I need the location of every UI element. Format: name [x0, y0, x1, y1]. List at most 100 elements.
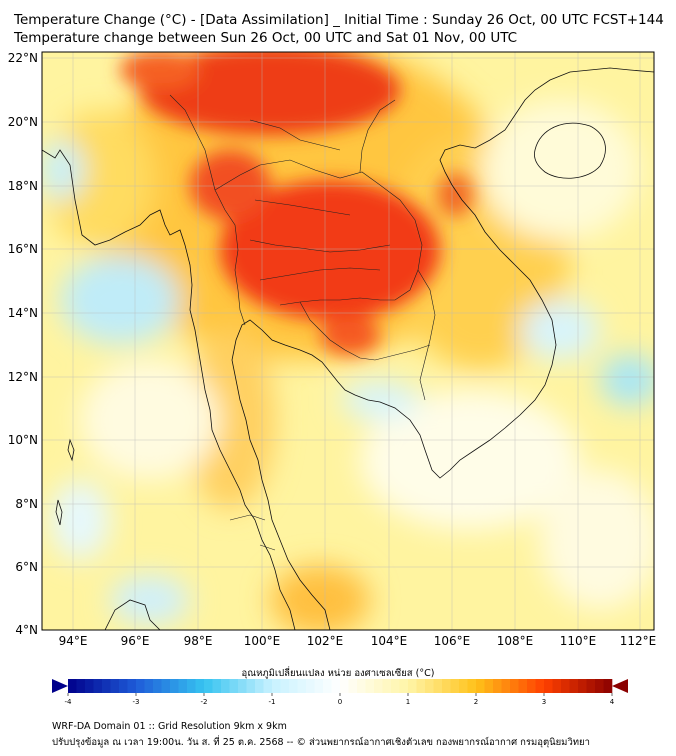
lat-label: 6°N [15, 560, 38, 574]
colorbar-max-arrow [612, 679, 628, 693]
colorbar-cell [544, 679, 553, 693]
colorbar-cell [178, 679, 188, 693]
lat-label: 4°N [15, 623, 38, 637]
colorbar-cell [102, 679, 111, 693]
map-title-line-1: Temperature Change (°C) - [Data Assimila… [14, 12, 664, 28]
colorbar-cell [110, 679, 120, 693]
colorbar-tick-label: 4 [610, 698, 615, 706]
lon-label: 112°E [620, 634, 657, 648]
colorbar-title: อุณหภูมิเปลี่ยนแปลง หน่วย องศาเซลเซียส (… [241, 668, 435, 679]
colorbar-cell [272, 679, 281, 693]
colorbar-cell [238, 679, 247, 693]
colorbar-cell [314, 679, 324, 693]
colorbar-cell [297, 679, 307, 693]
colorbar-cell [289, 679, 298, 693]
colorbar-cell [136, 679, 145, 693]
lon-label: 108°E [497, 634, 534, 648]
colorbar-cell [255, 679, 264, 693]
colorbar-cell [408, 679, 417, 693]
colorbar-cells [68, 679, 613, 693]
lat-label: 12°N [8, 370, 38, 384]
colorbar-cell [442, 679, 451, 693]
colorbar-cell [323, 679, 332, 693]
colorbar-tick-label: 0 [338, 698, 342, 706]
colorbar-cell [161, 679, 171, 693]
colorbar-cell [484, 679, 494, 693]
colorbar-cell [425, 679, 434, 693]
colorbar-tick-label: -3 [133, 698, 140, 706]
colorbar-tick-label: 1 [406, 698, 410, 706]
colorbar-cell [331, 679, 341, 693]
colorbar-cell [382, 679, 392, 693]
colorbar-cell [433, 679, 443, 693]
colorbar-cell [365, 679, 375, 693]
colorbar-cell [459, 679, 468, 693]
colorbar-cell [552, 679, 562, 693]
lat-label: 14°N [8, 306, 38, 320]
footer-domain-info: WRF-DA Domain 01 :: Grid Resolution 9km … [52, 721, 287, 732]
colorbar-min-arrow [52, 679, 68, 693]
longitude-labels: 94°E 96°E 98°E 100°E 102°E 104°E 106°E 1… [59, 634, 657, 648]
coastlines [42, 67, 654, 630]
lon-label: 94°E [59, 634, 88, 648]
colorbar-cell [170, 679, 179, 693]
colorbar-cell [374, 679, 383, 693]
colorbar-cell [246, 679, 256, 693]
colorbar-cell [399, 679, 409, 693]
colorbar-cell [221, 679, 230, 693]
colorbar-tick-label: -1 [269, 698, 276, 706]
colorbar-cell [569, 679, 579, 693]
colorbar-tick-label: -4 [65, 698, 73, 706]
colorbar-cell [340, 679, 349, 693]
colorbar-cell [93, 679, 103, 693]
colorbar-cell [603, 679, 613, 693]
lat-label: 10°N [8, 433, 38, 447]
latitude-labels: 22°N 20°N 18°N 16°N 14°N 12°N 10°N 8°N 6… [8, 51, 38, 637]
colorbar-cell [280, 679, 290, 693]
colorbar-cell [85, 679, 94, 693]
lat-label: 8°N [15, 497, 38, 511]
colorbar-cell [153, 679, 162, 693]
footer-update-info: ปรับปรุงข้อมูล ณ เวลา 19:00น. วัน ส. ที่… [52, 737, 590, 748]
map-graticule [42, 52, 654, 630]
lat-label: 16°N [8, 242, 38, 256]
colorbar-cell [195, 679, 205, 693]
temperature-field [42, 52, 654, 630]
colorbar-cell [450, 679, 460, 693]
colorbar-cell [476, 679, 485, 693]
colorbar-cell [416, 679, 426, 693]
colorbar-ticks: -4 -3 -2 -1 0 1 2 3 4 [65, 693, 615, 706]
colorbar-cell [144, 679, 154, 693]
colorbar-cell [348, 679, 358, 693]
colorbar-cell [518, 679, 528, 693]
colorbar-cell [263, 679, 273, 693]
colorbar-cell [510, 679, 519, 693]
colorbar-cell [212, 679, 222, 693]
colorbar-tick-label: 2 [474, 698, 478, 706]
lon-label: 106°E [434, 634, 471, 648]
temperature-map: 22°N 20°N 18°N 16°N 14°N 12°N 10°N 8°N 6… [8, 51, 657, 648]
colorbar-cell [187, 679, 196, 693]
map-title-line-2: Temperature change between Sun 26 Oct, 0… [14, 30, 518, 46]
colorbar-cell [467, 679, 477, 693]
colorbar-cell [357, 679, 366, 693]
colorbar-cell [119, 679, 128, 693]
colorbar-cell [391, 679, 400, 693]
colorbar: -4 -3 -2 -1 0 1 2 3 4 [52, 679, 628, 706]
colorbar-cell [229, 679, 239, 693]
lat-label: 18°N [8, 179, 38, 193]
colorbar-cell [501, 679, 511, 693]
lon-label: 110°E [560, 634, 597, 648]
colorbar-cell [127, 679, 137, 693]
lon-label: 100°E [244, 634, 281, 648]
lat-label: 20°N [8, 115, 38, 129]
lon-label: 96°E [121, 634, 150, 648]
borders [169, 94, 436, 551]
colorbar-cell [578, 679, 587, 693]
colorbar-cell [306, 679, 315, 693]
lon-label: 98°E [184, 634, 213, 648]
lat-label: 22°N [8, 51, 38, 65]
colorbar-cell [527, 679, 536, 693]
colorbar-cell [535, 679, 545, 693]
colorbar-cell [561, 679, 570, 693]
